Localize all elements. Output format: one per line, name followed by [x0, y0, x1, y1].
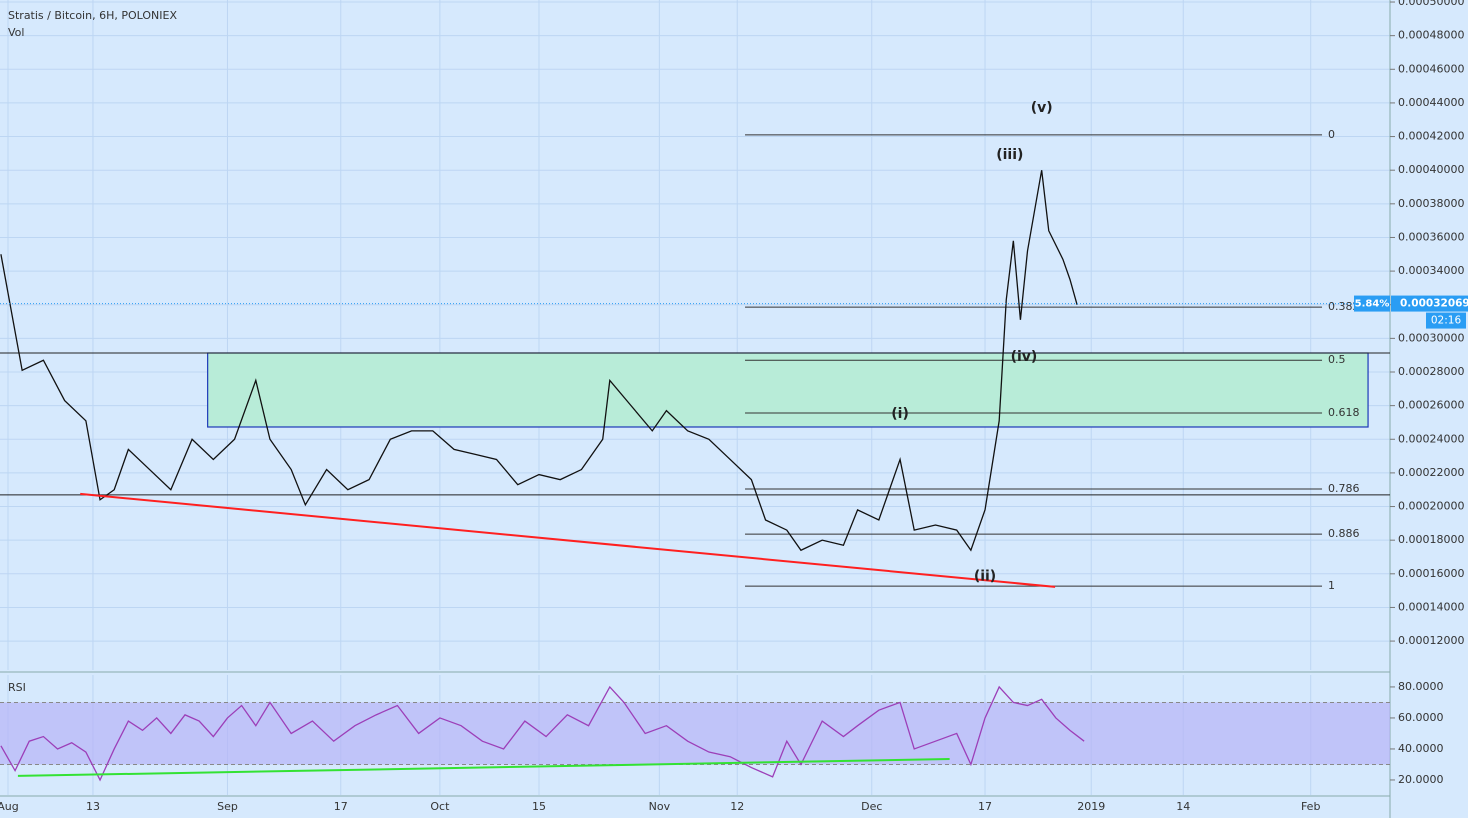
x-tick-label: Aug: [0, 800, 19, 813]
fib-label: 0.886: [1328, 527, 1360, 540]
trendline: [17, 758, 950, 777]
change-badge: [1354, 295, 1390, 312]
y-tick-label: 0.00016000: [1398, 567, 1464, 580]
y-tick-label: 0.00044000: [1398, 96, 1464, 109]
x-tick-label: 14: [1176, 800, 1190, 813]
y-tick-label: 0.00046000: [1398, 62, 1464, 75]
support-zone: [207, 352, 1369, 428]
fib-label: 0.786: [1328, 482, 1360, 495]
wave-label: (iii): [996, 147, 1023, 163]
x-tick-label: 13: [86, 800, 100, 813]
y-tick-label: 0.00030000: [1398, 331, 1464, 344]
y-tick-label: 60.0000: [1398, 711, 1444, 724]
y-tick-label: 0.00036000: [1398, 230, 1464, 243]
y-tick-label: 0.00026000: [1398, 399, 1464, 412]
y-tick-label: 0.00012000: [1398, 634, 1464, 647]
rsi-title: RSI: [8, 681, 26, 694]
y-tick-label: 20.0000: [1398, 773, 1444, 786]
rsi-line: [0, 685, 1085, 782]
x-tick-label: 17: [978, 800, 992, 813]
y-tick-label: 0.00040000: [1398, 163, 1464, 176]
rsi-band: [0, 702, 1390, 765]
y-tick-label: 0.00014000: [1398, 600, 1464, 613]
y-tick-label: 40.0000: [1398, 742, 1444, 755]
y-tick-label: 0.00018000: [1398, 533, 1464, 546]
y-tick-label: 0.00034000: [1398, 264, 1464, 277]
countdown-label: 02:16: [1431, 315, 1462, 327]
wave-label: (iv): [1011, 349, 1038, 365]
trendline: [80, 492, 1056, 588]
x-tick-label: Oct: [430, 800, 450, 813]
fib-label: 0.618: [1328, 406, 1360, 419]
x-tick-label: Sep: [217, 800, 238, 813]
y-tick-label: 0.00024000: [1398, 432, 1464, 445]
last-price-badge: [1391, 295, 1468, 312]
fib-label: 1: [1328, 579, 1335, 592]
x-tick-label: Feb: [1301, 800, 1320, 813]
x-tick-label: 12: [730, 800, 744, 813]
wave-label: (ii): [974, 568, 996, 584]
fib-label: 0.5: [1328, 353, 1346, 366]
x-tick-label: 15: [532, 800, 546, 813]
x-tick-label: Nov: [649, 800, 671, 813]
fib-label: 0: [1328, 128, 1335, 141]
x-tick-label: 17: [334, 800, 348, 813]
y-tick-label: 0.00050000: [1398, 0, 1464, 8]
last-price-label: 0.00032069: [1400, 298, 1468, 310]
price-line: [0, 170, 1078, 552]
change-label: 5.84%: [1355, 299, 1390, 310]
y-tick-label: 0.00042000: [1398, 130, 1464, 143]
x-tick-label: Dec: [861, 800, 882, 813]
y-tick-label: 0.00020000: [1398, 500, 1464, 513]
countdown-badge: [1426, 312, 1466, 329]
y-tick-label: 0.00022000: [1398, 466, 1464, 479]
volume-label: Vol: [8, 26, 24, 39]
chart-title: Stratis / Bitcoin, 6H, POLONIEX: [8, 9, 177, 22]
x-tick-label: 2019: [1077, 800, 1105, 813]
wave-label: (i): [891, 406, 909, 422]
y-tick-label: 0.00048000: [1398, 29, 1464, 42]
y-tick-label: 0.00038000: [1398, 197, 1464, 210]
y-tick-label: 80.0000: [1398, 680, 1444, 693]
y-tick-label: 0.00028000: [1398, 365, 1464, 378]
wave-label: (v): [1031, 100, 1053, 116]
